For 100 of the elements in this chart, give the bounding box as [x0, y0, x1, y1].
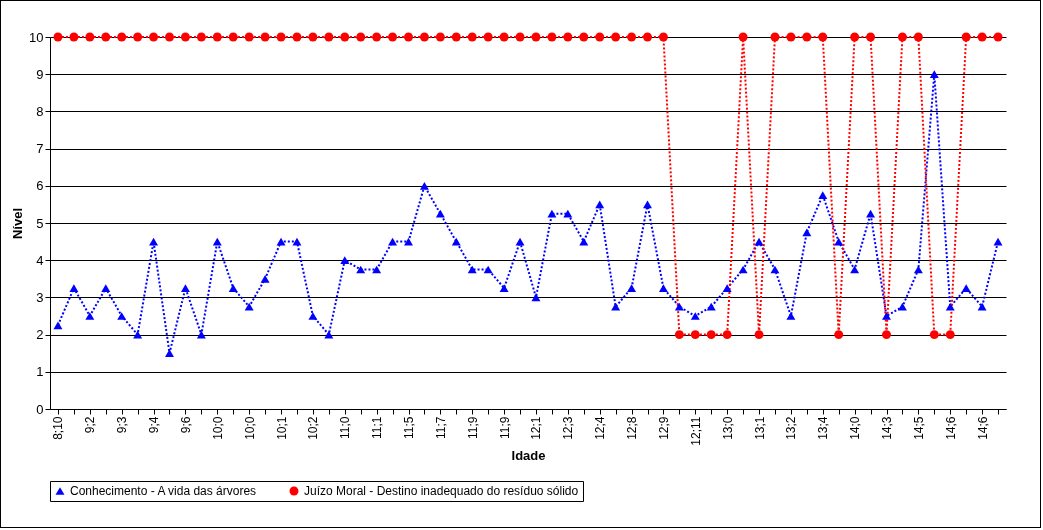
point [53, 321, 63, 330]
point [961, 32, 971, 42]
point [770, 32, 780, 42]
point [897, 302, 907, 311]
point [372, 32, 382, 42]
point [324, 32, 334, 42]
x-tick-label: 10;0 [210, 416, 225, 440]
point [244, 32, 254, 42]
point [866, 209, 876, 218]
point [945, 302, 955, 311]
point [69, 32, 79, 42]
point [929, 70, 939, 79]
point [531, 293, 541, 302]
point [356, 32, 366, 42]
y-tick-label: 10 [29, 29, 44, 45]
point [53, 32, 63, 42]
x-tick-label: 12;9 [656, 416, 671, 440]
point [786, 32, 796, 42]
y-tick-label: 6 [36, 178, 44, 194]
point [595, 32, 605, 42]
point [101, 32, 111, 42]
x-tick-label: 11;1 [370, 416, 385, 439]
point [674, 330, 684, 340]
point [467, 32, 477, 42]
point [244, 302, 254, 311]
x-tick-label: 10;0 [242, 416, 257, 440]
point [818, 191, 828, 199]
x-tick-label: 11;9 [497, 416, 512, 439]
point [419, 181, 429, 190]
point [993, 32, 1003, 42]
point [913, 32, 923, 42]
point [292, 32, 302, 42]
point [722, 330, 732, 340]
point [611, 32, 621, 42]
x-tick-label: 9;4 [147, 416, 162, 434]
point [196, 32, 206, 42]
x-tick-label: 12;4 [593, 416, 608, 440]
point [866, 32, 876, 42]
point [276, 32, 286, 42]
point [451, 32, 461, 42]
point [308, 32, 318, 42]
point [786, 312, 796, 320]
point [149, 32, 159, 42]
x-tick-label: 14;0 [848, 416, 863, 440]
x-tick-label: 10;1 [274, 416, 289, 440]
x-tick-label: 12;3 [561, 416, 576, 440]
x-tick-label: 9;6 [178, 416, 193, 434]
point [595, 200, 605, 209]
x-tick-label: 9;2 [83, 416, 98, 434]
point [435, 32, 445, 42]
point [133, 32, 143, 42]
point [627, 284, 637, 292]
point [754, 330, 764, 340]
point [101, 284, 111, 292]
point [340, 32, 350, 42]
x-tick-label: 11;7 [433, 416, 448, 439]
point [977, 32, 987, 42]
legend-label: Conhecimento - A vida das árvores [70, 484, 257, 498]
point [658, 32, 668, 42]
x-tick-label: 11;0 [338, 416, 353, 439]
point [228, 32, 238, 42]
point [706, 302, 716, 311]
point [404, 32, 413, 42]
point [499, 284, 509, 292]
x-tick-label: 12;1 [529, 416, 544, 440]
point [897, 32, 907, 42]
x-tick-label: 13;4 [816, 416, 831, 440]
point [929, 330, 939, 340]
x-tick-label: 9;3 [115, 416, 130, 434]
point [579, 32, 589, 42]
y-tick-label: 1 [36, 364, 44, 380]
point [308, 312, 318, 320]
x-tick-label: 13;1 [752, 416, 767, 440]
y-tick-label: 0 [36, 401, 44, 417]
x-tick-label: 10;2 [306, 416, 321, 440]
x-tick-label: 12;8 [625, 416, 640, 440]
point [499, 32, 509, 42]
y-axis-title: Nível [10, 207, 26, 240]
x-axis-title: Idade [511, 447, 546, 463]
point [961, 284, 971, 292]
point [117, 312, 127, 320]
point [260, 274, 270, 283]
point [180, 32, 190, 42]
y-tick-label: 9 [36, 66, 44, 82]
x-tick-label: 11;5 [402, 416, 416, 439]
x-tick-label: 14;3 [880, 416, 894, 440]
point [611, 302, 621, 311]
point [643, 32, 652, 42]
point [547, 32, 557, 42]
point [483, 265, 493, 274]
point [356, 265, 366, 274]
x-tick-label: 13;2 [784, 416, 799, 440]
point [882, 312, 891, 320]
point [690, 312, 700, 320]
point [117, 32, 127, 42]
point [483, 32, 493, 42]
point [547, 209, 557, 218]
point [435, 209, 445, 218]
y-tick-label: 3 [36, 289, 44, 305]
point [180, 284, 190, 292]
